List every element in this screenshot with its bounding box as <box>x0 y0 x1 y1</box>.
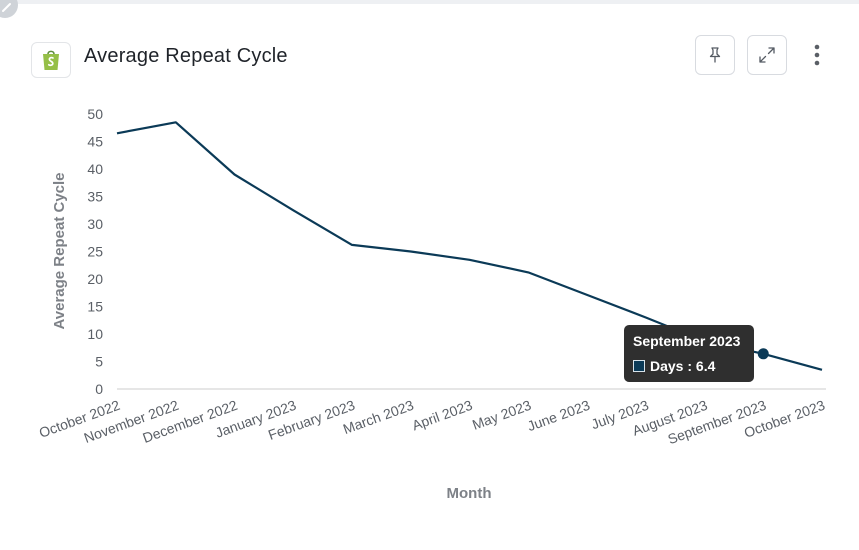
y-tick-label: 10 <box>87 326 103 342</box>
tooltip-swatch <box>633 360 645 372</box>
y-tick-label: 35 <box>87 189 103 205</box>
more-options-button[interactable] <box>806 40 828 70</box>
y-tick-label: 20 <box>87 271 103 287</box>
x-tick-label: May 2023 <box>470 397 533 433</box>
tooltip-title: September 2023 <box>633 333 741 349</box>
data-points <box>757 348 769 360</box>
y-axis: 0 5 10 15 20 25 30 35 40 45 50 <box>87 106 103 397</box>
y-tick-label: 45 <box>87 134 103 150</box>
shopify-bag-icon <box>31 42 71 78</box>
y-tick-label: 15 <box>87 299 103 315</box>
y-tick-label: 40 <box>87 161 103 177</box>
tooltip-value: 6.4 <box>695 358 716 374</box>
y-axis-title: Average Repeat Cycle <box>51 172 68 329</box>
x-tick-label: June 2023 <box>525 397 592 434</box>
top-strip <box>0 0 859 4</box>
pin-icon <box>709 47 721 63</box>
chart-tooltip: September 2023 Days : 6.4 <box>624 325 754 382</box>
highlighted-data-point[interactable] <box>757 348 769 360</box>
tooltip-separator: : <box>683 358 696 374</box>
expand-button[interactable] <box>747 35 787 75</box>
more-vertical-icon <box>814 44 820 66</box>
y-tick-label: 0 <box>95 381 103 397</box>
tooltip-series-name: Days <box>650 358 684 374</box>
pin-button[interactable] <box>695 35 735 75</box>
y-tick-label: 25 <box>87 244 103 260</box>
edit-icon[interactable] <box>0 0 18 18</box>
y-tick-label: 30 <box>87 216 103 232</box>
x-tick-label: April 2023 <box>410 397 475 434</box>
tooltip-value-row: Days : 6.4 <box>650 358 715 374</box>
x-axis-title: Month <box>447 485 492 502</box>
card-title: Average Repeat Cycle <box>84 45 288 67</box>
y-tick-label: 50 <box>87 106 103 122</box>
expand-icon <box>759 47 775 63</box>
y-tick-label: 5 <box>95 354 103 370</box>
card-header: Average Repeat Cycle <box>0 0 859 100</box>
